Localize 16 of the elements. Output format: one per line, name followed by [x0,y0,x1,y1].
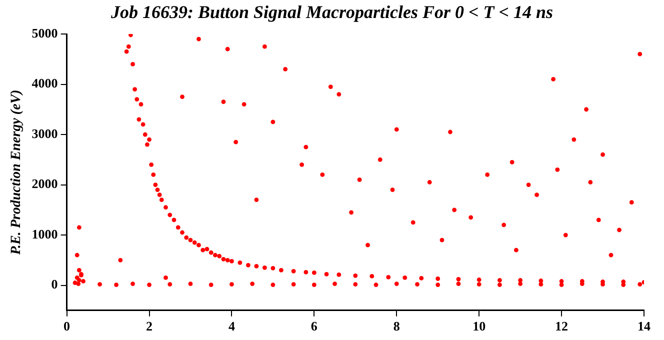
x-tick-label: 12 [555,318,568,334]
x-tick-label: 10 [472,318,486,334]
x-tick-label: 4 [228,318,236,334]
x-tick-label: 6 [310,318,318,334]
y-tick-label: 5000 [32,25,58,40]
y-axis-title: P.E. Production Energy (eV) [9,90,24,255]
y-tick-label: 2000 [32,176,58,192]
y-tick-label: 3000 [32,126,58,141]
x-tick-label: 8 [393,318,400,334]
y-tick-label: 0 [51,276,58,292]
chart-title: Job 16639: Button Signal Macroparticles For 0 < T < 14 ns [110,2,554,23]
x-tick-label: 14 [638,318,651,334]
y-tick-label: 4000 [32,76,58,91]
x-tick-label: 2 [146,318,153,334]
y-tick-label: 1000 [32,226,58,242]
x-tick-label: 0 [64,318,70,334]
